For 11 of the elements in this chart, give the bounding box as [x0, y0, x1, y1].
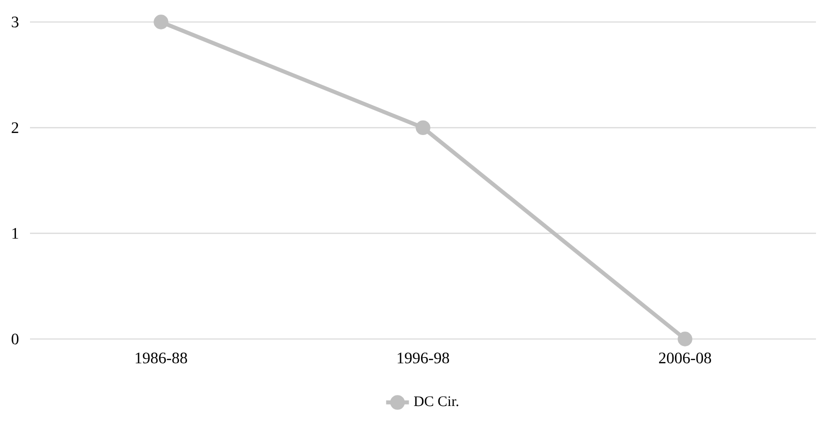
point	[154, 14, 168, 30]
point	[416, 120, 430, 135]
x-tick-label: 1996-98	[398, 352, 450, 364]
y-tick-label: 0	[12, 334, 18, 344]
legend-label: DC Cir.	[414, 396, 458, 406]
y-tick-label: 1	[12, 228, 18, 239]
x-tick-label: 1986-88	[136, 352, 188, 364]
point	[678, 332, 692, 346]
x-tick-label: 2006-08	[659, 352, 712, 364]
y-tick-label: 2	[12, 122, 18, 133]
y-tick-label: 3	[12, 16, 18, 28]
